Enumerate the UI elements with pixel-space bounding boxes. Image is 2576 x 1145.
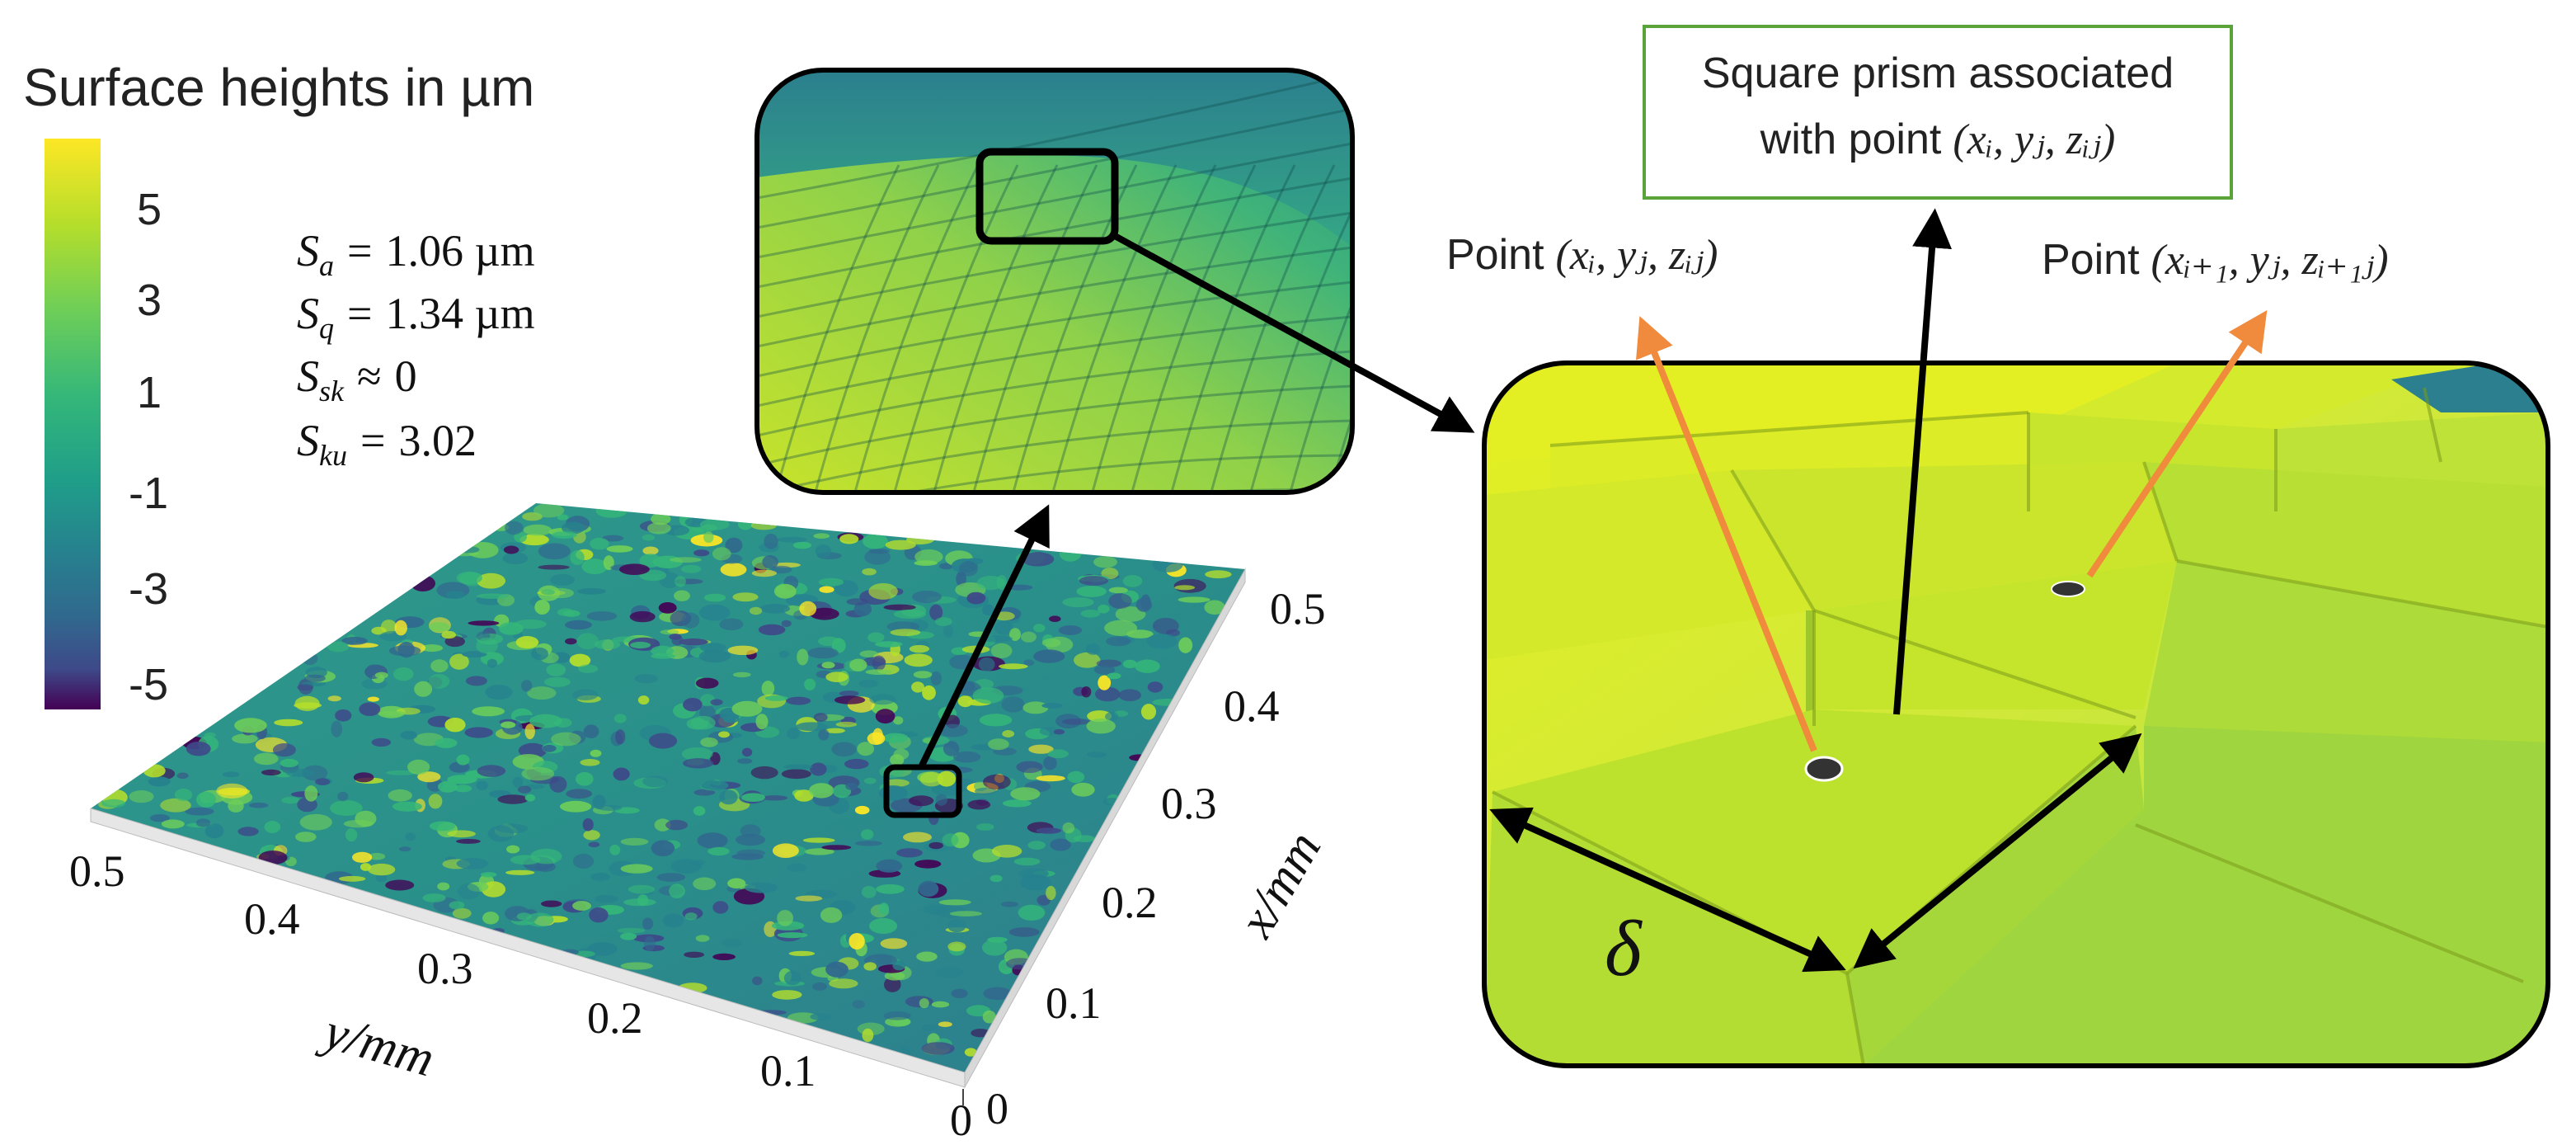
roughness-stats: Sa = 1.06 µm Sq = 1.34 µm Ssk ≈0 Sku = 3.02 — [297, 226, 535, 472]
y-tick: 0.1 — [760, 1046, 816, 1096]
point-label-1: Point (xᵢ, yⱼ, zᵢⱼ) — [1446, 231, 1718, 279]
stat-ssk: Ssk ≈0 — [297, 351, 417, 408]
y-tick: 0.2 — [587, 993, 643, 1043]
colorbar-ticks: 5 3 1 -1 -3 -5 — [129, 185, 168, 709]
point-label-2: Point (xᵢ₊₁, yⱼ, zᵢ₊₁ⱼ) — [2042, 236, 2389, 284]
y-tick: 0.5 — [69, 846, 125, 896]
colorbar — [45, 139, 101, 709]
zoom-panel-small — [754, 68, 1355, 495]
callout-box: Square prism associated with point (xᵢ, y… — [1643, 25, 2233, 200]
surface-plot — [90, 503, 1246, 1105]
stat-sq: Sq = 1.34 µm — [297, 289, 535, 345]
colorbar-tick: -5 — [129, 660, 168, 709]
stat-sku: Sku = 3.02 — [297, 416, 477, 472]
arrow-zoom-to-large — [1113, 233, 1475, 433]
y-tick: 0.3 — [417, 944, 473, 993]
arrow-to-callout — [1893, 208, 1953, 715]
delta-arrow-2 — [1853, 733, 2142, 969]
colorbar-title: Surface heights in µm — [23, 58, 534, 117]
orange-arrow-point-1 — [1636, 316, 1817, 752]
zoom-large-frame — [1482, 360, 2550, 1068]
colorbar-tick: 5 — [137, 185, 162, 234]
delta-label: δ — [1605, 904, 1643, 992]
point-i-j — [1804, 756, 1844, 782]
surface-side-right — [964, 568, 1246, 1089]
colorbar-tick: -3 — [129, 564, 168, 614]
zoom-small-frame — [754, 68, 1355, 495]
x-tick: 0.3 — [1161, 779, 1217, 828]
surface-y-ticks: 0.5 0.4 0.3 0.2 0.1 0 — [69, 846, 972, 1145]
x-tick: 0.5 — [1270, 584, 1326, 634]
arrow-surface-to-zoom — [919, 504, 1050, 767]
callout-frame — [1643, 25, 2233, 200]
x-tick: 0 — [986, 1084, 1008, 1133]
x-tick: 0.1 — [1046, 978, 1102, 1028]
surface-zoom-region — [883, 764, 962, 818]
y-tick: 0.4 — [244, 894, 300, 944]
zoom-small-region — [975, 148, 1119, 245]
surface-x-ticks: 0 0.1 0.2 0.3 0.4 0.5 — [986, 584, 1326, 1133]
zoom-small-background — [757, 70, 1352, 247]
y-tick: 0 — [950, 1096, 972, 1145]
zoom-panel-large: δ — [1482, 360, 2550, 1068]
x-tick: 0.2 — [1102, 878, 1158, 927]
point-i1-j — [2051, 581, 2085, 597]
colorbar-tick: 1 — [137, 368, 162, 417]
colorbar-tick: 3 — [137, 276, 162, 325]
delta-arrow-1 — [1489, 807, 1846, 973]
x-tick: 0.4 — [1224, 681, 1280, 731]
stat-sa: Sa = 1.06 µm — [297, 226, 535, 282]
colorbar-tick: -1 — [129, 469, 168, 518]
orange-arrow-point-2 — [2086, 310, 2268, 578]
surface-x-label: x/mm — [1228, 822, 1333, 947]
surface-y-label: y/mm — [313, 1001, 440, 1087]
callout-line1: Square prism associated — [1702, 49, 2174, 97]
callout-line2: with point (xᵢ, yⱼ, zᵢⱼ) — [1760, 115, 2116, 163]
